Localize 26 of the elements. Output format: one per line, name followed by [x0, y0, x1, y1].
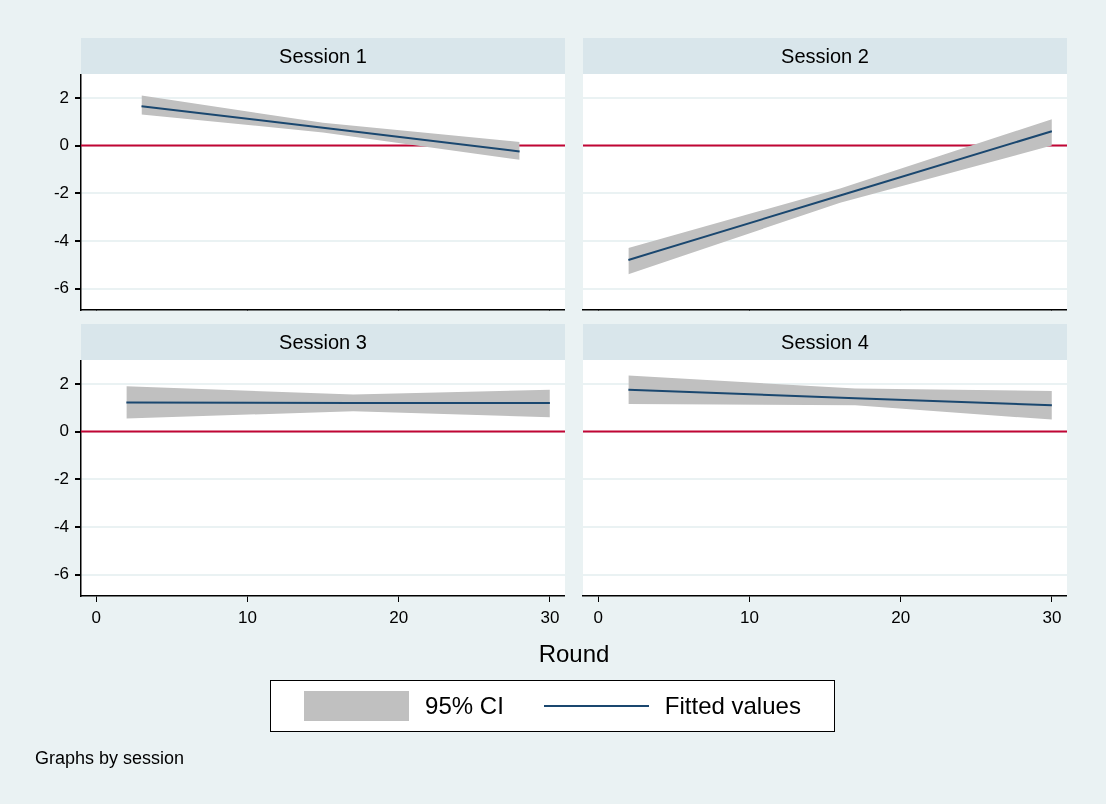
x-tick-label: 20 — [389, 607, 409, 627]
y-tick-label: 2 — [59, 87, 69, 107]
x-tick-label: 10 — [237, 607, 257, 627]
x-axis-title: Round — [537, 640, 611, 668]
y-tick-label: -6 — [53, 278, 69, 298]
y-tick-label: 0 — [59, 421, 69, 441]
chart-title: Session 1 — [81, 38, 565, 74]
chart-title: Session 2 — [583, 38, 1067, 74]
y-tick-label: -4 — [53, 230, 69, 250]
x-tick-label: 30 — [1042, 607, 1062, 627]
y-tick-label: -6 — [53, 564, 69, 584]
y-tick-label: -4 — [53, 516, 69, 536]
x-tick-label: 0 — [593, 607, 603, 627]
x-tick-label: 0 — [91, 607, 101, 627]
text: Graphs by session — [35, 748, 185, 769]
x-tick-label: 10 — [739, 607, 759, 627]
y-tick-label: -2 — [53, 182, 69, 202]
chart-title: Session 3 — [81, 324, 565, 360]
x-tick-label: 30 — [540, 607, 560, 627]
y-tick-label: 0 — [59, 135, 69, 155]
chart-title: Session 4 — [583, 324, 1067, 360]
text: 95% CI — [425, 692, 504, 720]
legend-label: Fitted values — [664, 692, 801, 720]
y-tick-label: 2 — [59, 373, 69, 393]
y-tick-label: -2 — [53, 468, 69, 488]
x-tick-label: 20 — [891, 607, 911, 627]
